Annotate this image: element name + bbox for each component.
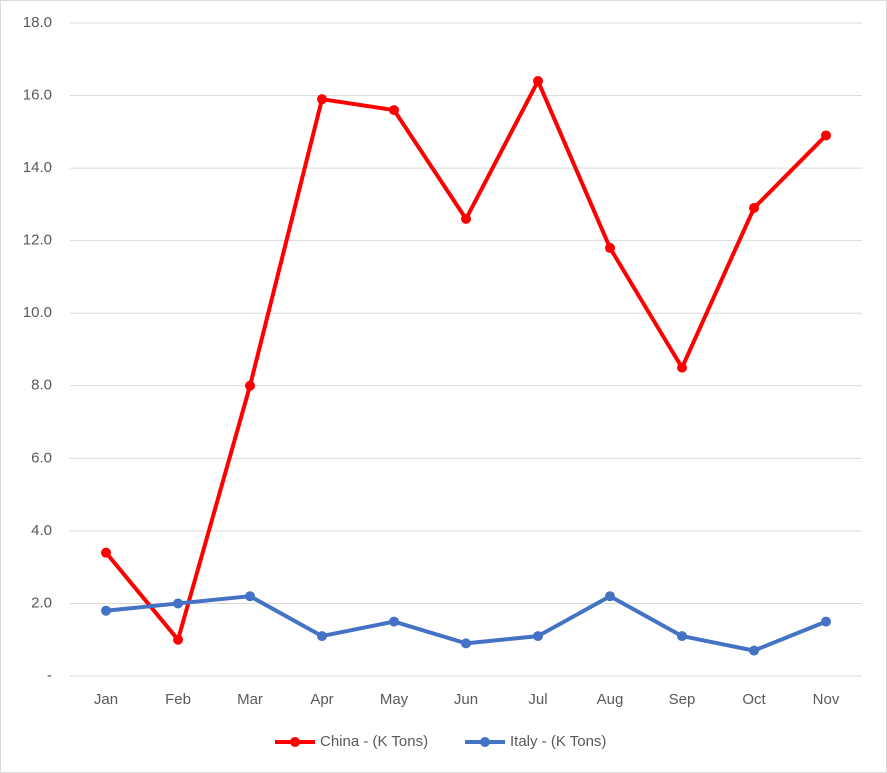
y-tick-label: 8.0 xyxy=(31,377,52,394)
point-marker xyxy=(533,76,543,87)
legend-label: China - (K Tons) xyxy=(320,733,428,750)
point-marker xyxy=(677,362,687,373)
y-tick-label: 4.0 xyxy=(31,522,52,539)
y-tick-label: 2.0 xyxy=(31,594,52,611)
point-marker xyxy=(245,380,255,391)
point-marker xyxy=(533,631,543,642)
legend-marker xyxy=(480,737,490,747)
x-tick-label: Nov xyxy=(813,691,840,708)
point-marker xyxy=(821,616,831,627)
x-tick-label: Aug xyxy=(597,691,624,708)
y-tick-label: 12.0 xyxy=(23,232,52,249)
point-marker xyxy=(317,94,327,105)
y-tick-label: 16.0 xyxy=(23,87,52,104)
point-marker xyxy=(317,631,327,642)
y-tick-label: 6.0 xyxy=(31,449,52,466)
point-marker xyxy=(821,130,831,141)
legend-label: Italy - (K Tons) xyxy=(510,733,606,750)
point-marker xyxy=(749,645,759,656)
x-tick-label: Sep xyxy=(669,691,696,708)
point-marker xyxy=(749,203,759,214)
y-tick-label: 18.0 xyxy=(23,14,52,31)
point-marker xyxy=(101,547,111,558)
legend-marker xyxy=(290,737,300,747)
x-tick-label: Jan xyxy=(94,691,118,708)
point-marker xyxy=(101,605,111,616)
point-marker xyxy=(605,242,615,253)
point-marker xyxy=(173,598,183,609)
x-tick-label: Mar xyxy=(237,691,263,708)
point-marker xyxy=(677,631,687,642)
x-tick-label: Jun xyxy=(454,691,478,708)
y-tick-label: 14.0 xyxy=(23,159,52,176)
x-tick-label: Apr xyxy=(310,691,333,708)
point-marker xyxy=(461,638,471,649)
point-marker xyxy=(389,105,399,116)
point-marker xyxy=(245,591,255,602)
x-tick-label: Oct xyxy=(742,691,766,708)
x-tick-label: Jul xyxy=(528,691,547,708)
y-tick-label: - xyxy=(47,667,52,684)
point-marker xyxy=(173,634,183,645)
x-tick-label: Feb xyxy=(165,691,191,708)
point-marker xyxy=(461,213,471,224)
point-marker xyxy=(389,616,399,627)
x-tick-label: May xyxy=(380,691,409,708)
y-tick-label: 10.0 xyxy=(23,304,52,321)
point-marker xyxy=(605,591,615,602)
